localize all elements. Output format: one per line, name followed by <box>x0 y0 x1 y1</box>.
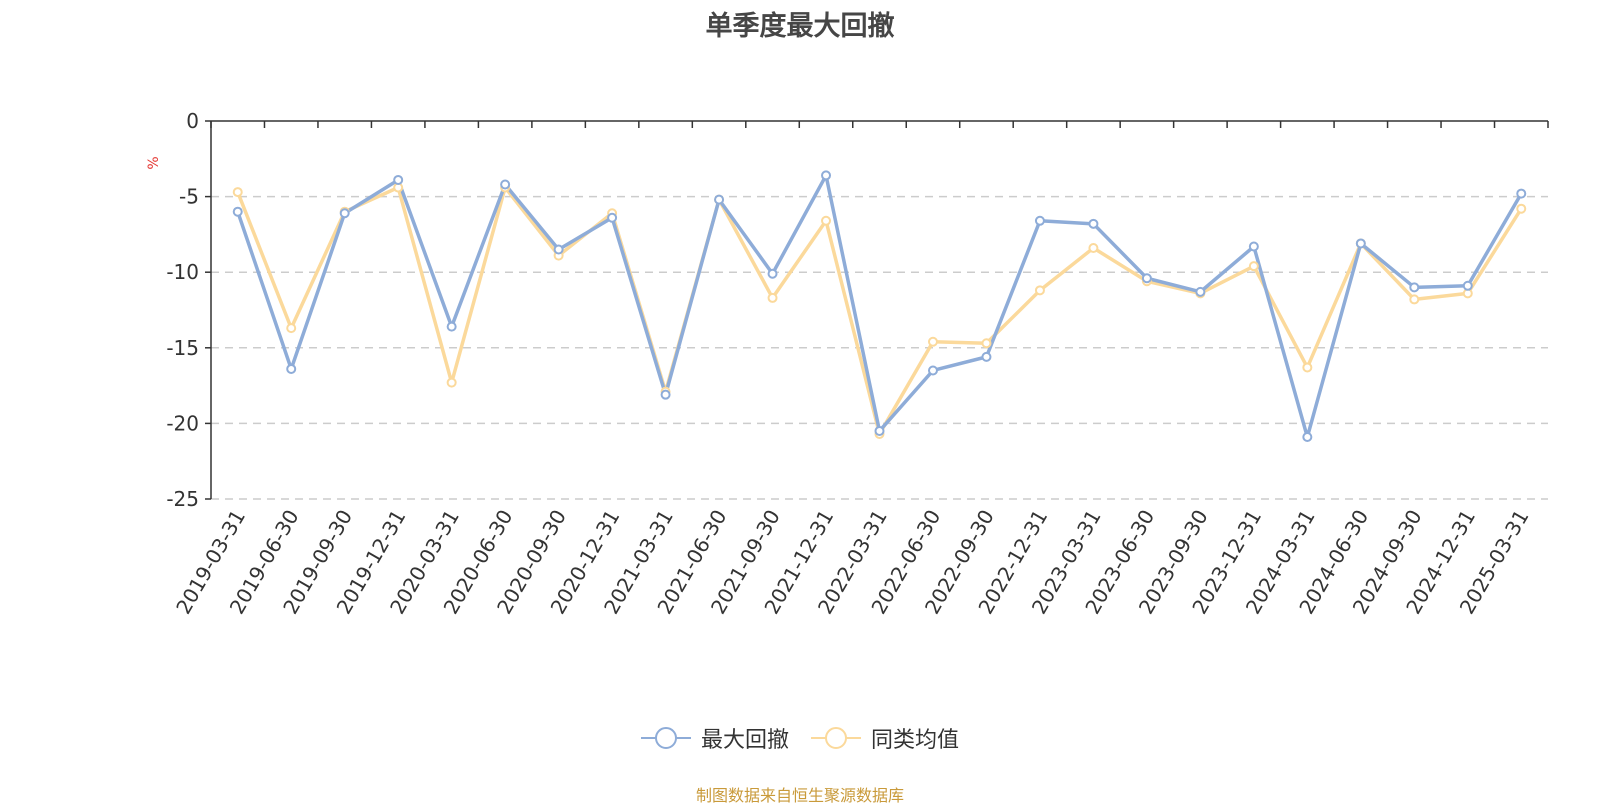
data-point-series-1 <box>981 351 992 362</box>
y-tick-label: -15 <box>166 336 199 360</box>
source-note: 制图数据来自恒生聚源数据库 <box>695 786 904 805</box>
y-axis-label: % <box>146 156 162 169</box>
data-point-series-1 <box>874 425 885 436</box>
data-point-series-2 <box>927 336 938 347</box>
legend-label-series-2: 同类均值 <box>871 728 960 753</box>
data-point-series-1 <box>1516 188 1527 199</box>
data-point-series-1 <box>553 244 564 255</box>
data-point-series-1 <box>286 363 297 374</box>
data-point-series-1 <box>1088 218 1099 229</box>
y-tick-label: -25 <box>166 487 199 511</box>
legend-item-series-1[interactable]: 最大回撤 <box>640 722 789 754</box>
data-point-series-2 <box>1302 362 1313 373</box>
series-line-2 <box>236 185 1523 436</box>
data-point-series-1 <box>607 212 618 223</box>
data-point-series-1 <box>500 179 511 190</box>
data-point-series-1 <box>393 174 404 185</box>
data-point-series-2 <box>821 215 832 226</box>
chart-title: 单季度最大回撤 <box>705 11 895 42</box>
data-point-series-1 <box>446 321 457 332</box>
data-point-series-2 <box>1248 261 1259 272</box>
data-point-series-2 <box>981 338 992 349</box>
data-point-series-1 <box>927 365 938 376</box>
data-point-series-1 <box>1462 280 1473 291</box>
data-point-series-2 <box>767 292 778 303</box>
y-tick-label: -10 <box>166 260 199 284</box>
data-point-series-1 <box>232 206 243 217</box>
data-point-series-1 <box>1248 241 1259 252</box>
data-point-series-2 <box>446 377 457 388</box>
data-point-series-1 <box>821 170 832 181</box>
legend-marker-series-1 <box>640 727 691 749</box>
data-point-series-1 <box>767 268 778 279</box>
data-point-series-2 <box>1516 203 1527 214</box>
data-point-series-2 <box>1409 294 1420 305</box>
y-tick-label: 0 <box>186 109 199 133</box>
data-point-series-1 <box>1034 215 1045 226</box>
data-point-series-1 <box>1355 238 1366 249</box>
data-point-series-1 <box>339 208 350 219</box>
data-point-series-1 <box>1195 286 1206 297</box>
data-point-series-2 <box>1034 285 1045 296</box>
data-point-series-1 <box>1302 432 1313 443</box>
legend-label-series-1: 最大回撤 <box>700 728 789 753</box>
y-tick-label: -5 <box>179 185 199 209</box>
data-point-series-1 <box>660 389 671 400</box>
data-point-series-2 <box>1088 243 1099 254</box>
data-point-series-2 <box>232 187 243 198</box>
y-tick-label: -20 <box>166 411 199 435</box>
data-point-series-1 <box>714 194 725 205</box>
legend: 最大回撤 同类均值 <box>0 722 1600 754</box>
legend-item-series-2[interactable]: 同类均值 <box>811 722 959 754</box>
data-point-series-1 <box>1409 282 1420 293</box>
data-point-series-1 <box>1141 273 1152 284</box>
data-point-series-2 <box>286 323 297 334</box>
legend-marker-series-2 <box>811 727 861 749</box>
